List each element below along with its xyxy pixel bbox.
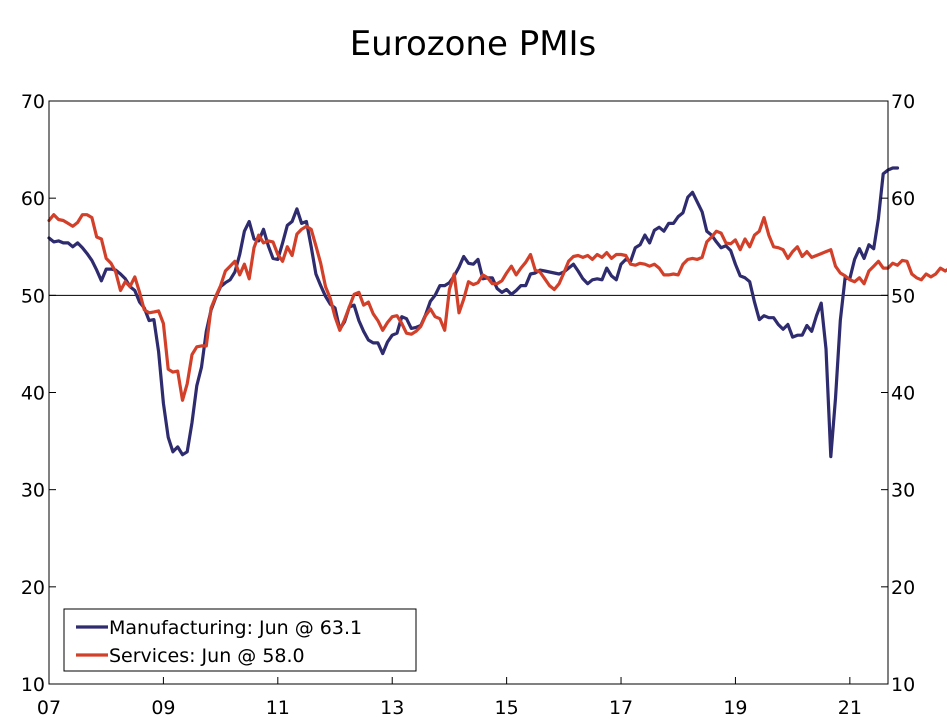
legend: Manufacturing: Jun @ 63.1 Services: Jun @… <box>63 608 417 672</box>
y-tick-label-left: 30 <box>21 480 45 502</box>
y-tick-label-right: 60 <box>891 188 915 210</box>
y-tick-label-right: 70 <box>891 91 915 113</box>
legend-label-services: Services: Jun @ 58.0 <box>109 645 305 667</box>
y-tick-label-left: 50 <box>21 285 45 307</box>
x-tick-label: 17 <box>609 697 633 719</box>
chart-title: Eurozone PMIs <box>350 24 597 64</box>
x-tick-label: 11 <box>266 697 290 719</box>
plot-frame <box>48 100 889 685</box>
x-tick-label: 19 <box>723 697 747 719</box>
x-tick-label: 21 <box>838 697 862 719</box>
y-tick-label-left: 40 <box>21 383 45 405</box>
y-tick-label-left: 70 <box>21 91 45 113</box>
series-layer <box>47 166 947 459</box>
y-tick-label-right: 20 <box>891 577 915 599</box>
y-tick-label-left: 20 <box>21 577 45 599</box>
y-tick-label-left: 60 <box>21 188 45 210</box>
y-tick-label-left: 10 <box>21 674 45 696</box>
y-tick-label-right: 10 <box>891 674 915 696</box>
legend-box <box>63 608 417 672</box>
manufacturing-series-line <box>47 166 900 459</box>
y-tick-label-right: 40 <box>891 383 915 405</box>
x-tick-label: 13 <box>380 697 404 719</box>
axis-layer: 10 10 20 20 30 30 40 40 50 50 60 60 70 70 07 09 11 13 15 17… <box>21 91 915 719</box>
x-tick-label: 15 <box>495 697 519 719</box>
x-tick-label: 09 <box>151 697 175 719</box>
y-tick-label-right: 50 <box>891 285 915 307</box>
y-tick-label-right: 30 <box>891 480 915 502</box>
legend-label-manufacturing: Manufacturing: Jun @ 63.1 <box>109 617 362 639</box>
services-series-line <box>47 213 947 402</box>
x-tick-label: 07 <box>37 697 61 719</box>
